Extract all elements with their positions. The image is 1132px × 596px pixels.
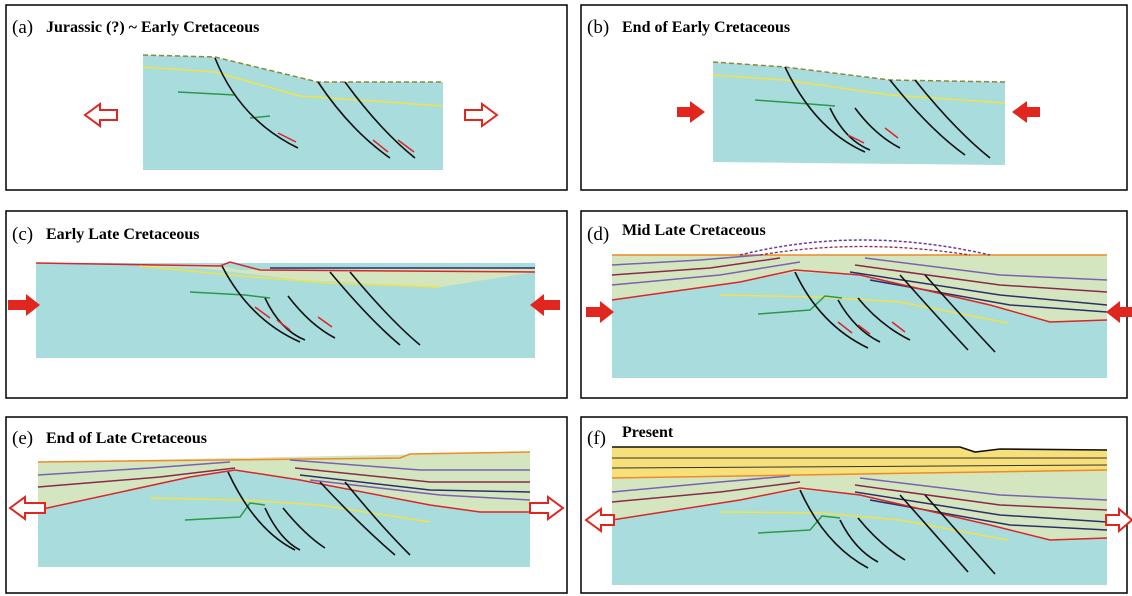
panel-title: End of Late Cretaceous	[46, 430, 207, 447]
section-a	[85, 55, 497, 170]
panel-title: End of Early Cretaceous	[622, 19, 790, 36]
section-c	[8, 262, 560, 358]
panel-letter: (d)	[587, 224, 609, 245]
section-b	[677, 62, 1040, 165]
panel-letter: (b)	[587, 17, 609, 38]
panel-title: Early Late Cretaceous	[46, 226, 199, 243]
section-e	[10, 452, 563, 567]
figure: (a) Jurassic (?) ~ Early Cretaceous (b) …	[0, 0, 1132, 596]
panel-title: Present	[622, 424, 674, 441]
panel-letter: (e)	[12, 428, 33, 449]
panel-title: Jurassic (?) ~ Early Cretaceous	[46, 19, 259, 36]
section-f	[586, 447, 1132, 585]
panel-letter: (c)	[12, 224, 33, 245]
panel-title: Mid Late Cretaceous	[622, 222, 766, 239]
section-d	[586, 240, 1132, 378]
panel-letter: (f)	[587, 428, 606, 449]
panel-letter: (a)	[12, 17, 33, 38]
